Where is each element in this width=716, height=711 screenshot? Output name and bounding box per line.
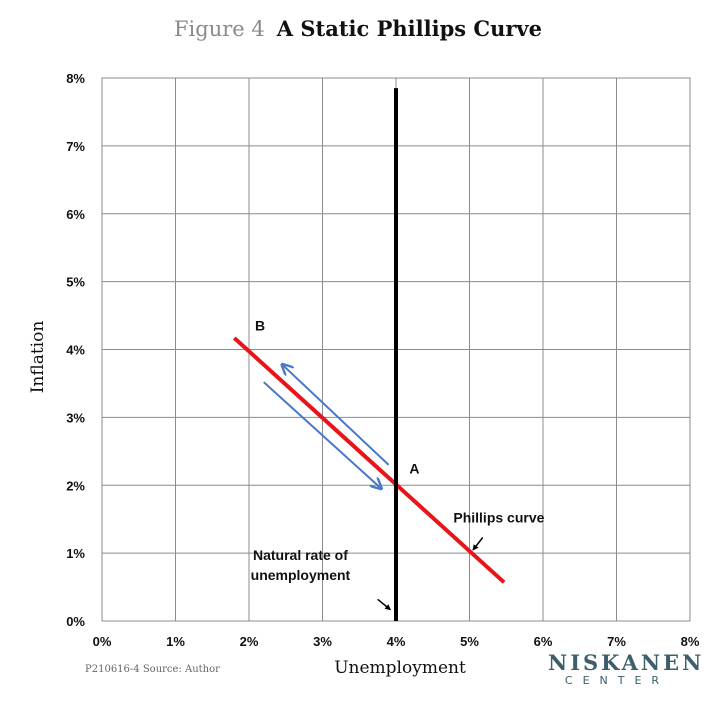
tick-labels: 0% 1% 2% 3% 4% 5% 6% 7% 8% 0% 1% 2% 3% 4% 5% 6% 7% 8% bbox=[66, 71, 700, 649]
x-axis-label: Unemployment bbox=[334, 658, 466, 678]
point-label-a: A bbox=[409, 461, 419, 477]
x-tick-label: 3% bbox=[313, 634, 332, 649]
x-tick-label: 4% bbox=[387, 634, 406, 649]
annotations: B A Phillips curve Natural rate of unemploym… bbox=[251, 317, 545, 611]
y-tick-label: 5% bbox=[66, 275, 85, 290]
x-tick-label: 6% bbox=[534, 634, 553, 649]
y-tick-label: 7% bbox=[66, 139, 85, 154]
phillips-curve-line bbox=[232, 336, 506, 584]
x-tick-label: 2% bbox=[240, 634, 259, 649]
y-tick-label: 6% bbox=[66, 207, 85, 222]
y-tick-label: 0% bbox=[66, 614, 85, 629]
figure-number: Figure 4 bbox=[173, 17, 265, 41]
y-axis-label: Inflation bbox=[28, 321, 48, 394]
y-tick-label: 1% bbox=[66, 546, 85, 561]
arrow-down-right bbox=[263, 381, 382, 489]
x-tick-label: 5% bbox=[460, 634, 479, 649]
source-note: P210616-4 Source: Author bbox=[85, 664, 220, 675]
series bbox=[232, 88, 506, 621]
y-tick-label: 3% bbox=[66, 410, 85, 425]
movement-arrows bbox=[263, 364, 390, 489]
y-tick-label: 2% bbox=[66, 478, 85, 493]
y-tick-label: 8% bbox=[66, 71, 85, 86]
phillips-curve-callout: Phillips curve bbox=[453, 510, 545, 551]
niskanen-center-logo: NISKANEN CENTER bbox=[548, 650, 705, 688]
natural-rate-callout-text: Natural rate of bbox=[253, 547, 348, 563]
point-label-b: B bbox=[255, 317, 265, 333]
natural-rate-callout: Natural rate of unemployment bbox=[251, 547, 392, 611]
phillips-curve-callout-pointer bbox=[472, 537, 484, 551]
figure-name: A Static Phillips Curve bbox=[276, 16, 542, 41]
x-tick-label: 8% bbox=[681, 634, 700, 649]
phillips-curve-callout-text: Phillips curve bbox=[453, 510, 544, 526]
natural-rate-callout-pointer bbox=[377, 598, 392, 611]
logo-wordmark-top: NISKANEN bbox=[548, 650, 705, 675]
arrow-up-left bbox=[282, 364, 390, 466]
x-tick-label: 7% bbox=[607, 634, 626, 649]
natural-rate-callout-text: unemployment bbox=[251, 567, 351, 583]
chart-title: Figure 4 A Static Phillips Curve bbox=[0, 16, 716, 41]
x-tick-label: 0% bbox=[93, 634, 112, 649]
x-tick-label: 1% bbox=[166, 634, 185, 649]
logo-wordmark-bottom: CENTER bbox=[564, 674, 670, 687]
y-tick-label: 4% bbox=[66, 343, 85, 358]
